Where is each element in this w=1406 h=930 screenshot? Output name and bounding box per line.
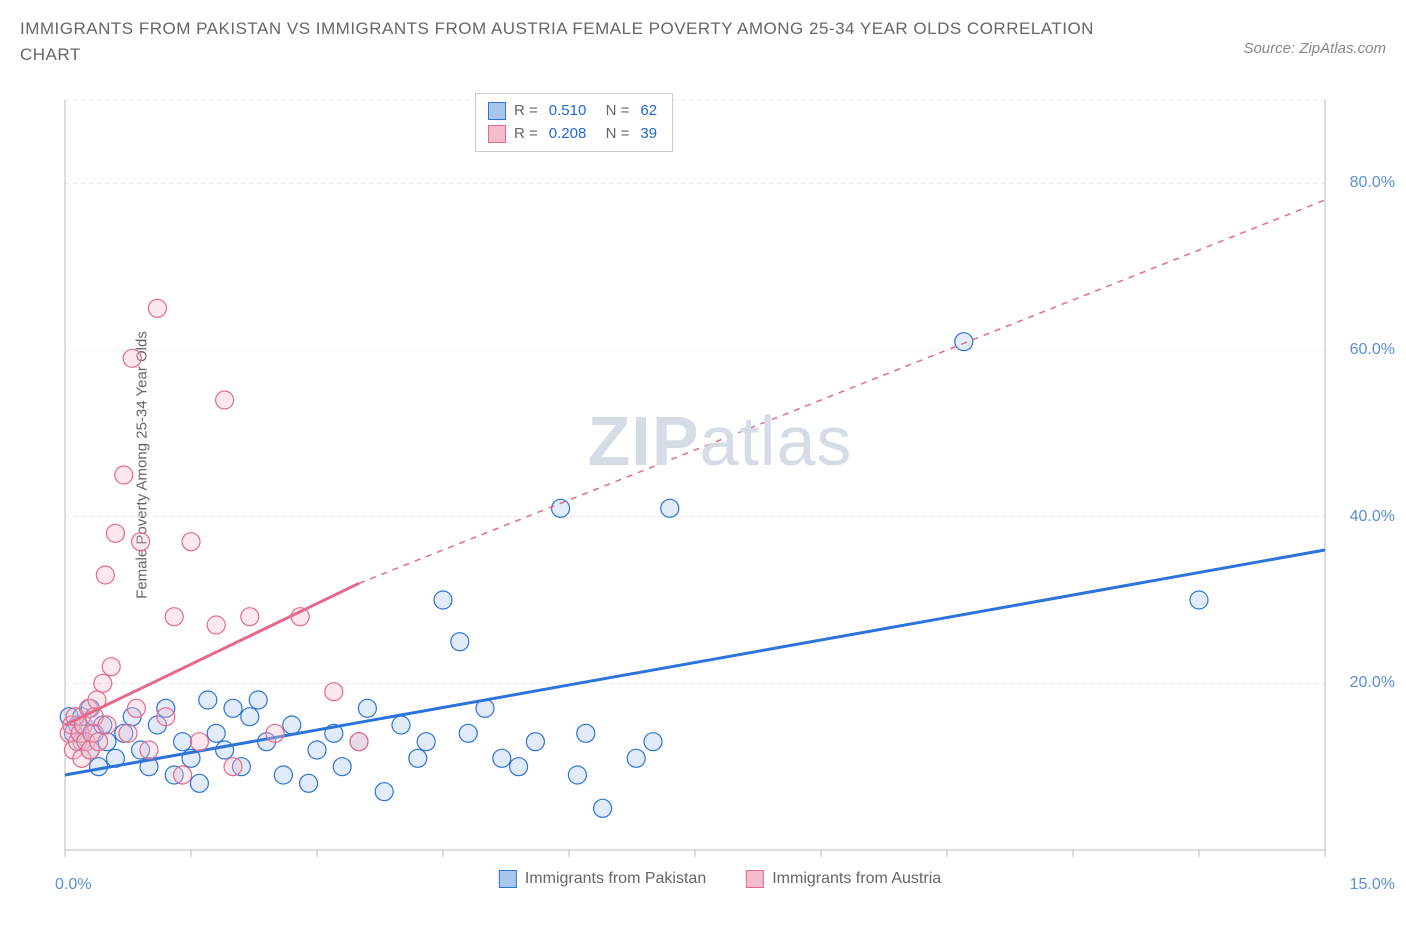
series-legend-item: Immigrants from Austria [746,870,941,888]
scatter-plot [55,90,1385,870]
legend-row: R = 0.208 N = 39 [488,123,660,146]
series-legend-label: Immigrants from Pakistan [525,870,706,888]
y-tick-label: 40.0% [1350,508,1395,526]
series-legend: Immigrants from Pakistan Immigrants from … [499,870,941,888]
legend-n-value: 62 [640,100,657,123]
legend-swatch [746,870,764,888]
legend-n-label: N = [597,123,629,146]
legend-swatch [488,125,506,143]
series-legend-item: Immigrants from Pakistan [499,870,706,888]
x-axis-max-label: 15.0% [1350,876,1395,894]
legend-r-value: 0.510 [549,100,587,123]
y-tick-label: 60.0% [1350,341,1395,359]
source-label: Source: ZipAtlas.com [1243,40,1386,57]
x-axis-min-label: 0.0% [55,876,91,894]
y-tick-label: 80.0% [1350,174,1395,192]
legend-r-label: R = [514,123,538,146]
legend-row: R = 0.510 N = 62 [488,100,660,123]
legend-n-value: 39 [640,123,657,146]
y-tick-label: 20.0% [1350,674,1395,692]
legend-r-label: R = [514,100,538,123]
chart-title: IMMIGRANTS FROM PAKISTAN VS IMMIGRANTS F… [20,16,1120,67]
series-legend-label: Immigrants from Austria [772,870,941,888]
legend-swatch [488,102,506,120]
legend-r-value: 0.208 [549,123,587,146]
correlation-legend: R = 0.510 N = 62 R = 0.208 N = 39 [475,93,673,152]
chart-area: ZIPatlas R = 0.510 N = 62 R = 0.208 N = … [55,90,1385,870]
legend-n-label: N = [597,100,629,123]
legend-swatch [499,870,517,888]
